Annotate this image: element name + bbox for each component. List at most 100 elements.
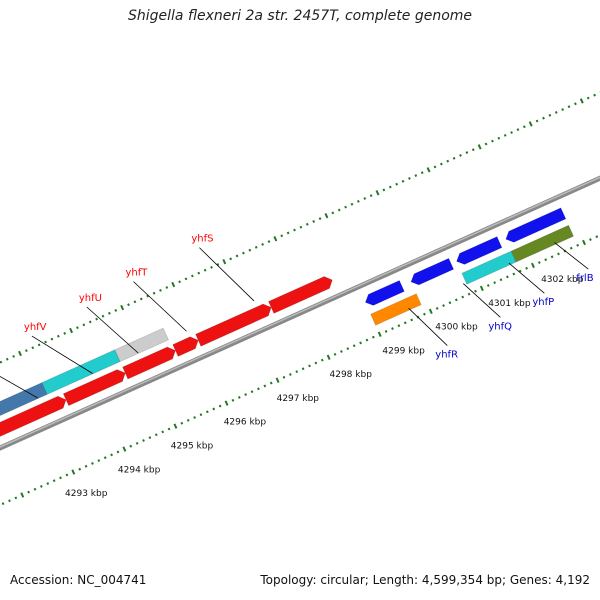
outer-tick [420,171,424,175]
gene-label-reverse: yhfP [532,297,554,308]
outer-tick [465,151,469,155]
outer-tick [159,288,162,292]
outer-tick [0,360,3,364]
outer-tick [273,236,278,242]
outer-tick [579,98,584,104]
outer-tick [101,314,105,318]
outer-tick [210,265,213,269]
gene-label-forward: yhfT [126,268,149,279]
inner-tick [301,367,305,371]
outer-tick [356,199,360,203]
inner-tick [333,352,337,356]
ruler-label: 4296 kbp [224,418,267,428]
genome-stats: Topology: circular; Length: 4,599,354 bp… [260,573,590,587]
inner-tick [231,398,235,402]
outer-tick [593,93,596,97]
ruler-label: 4301 kbp [488,299,531,309]
backbone-line [0,175,600,451]
inner-tick [206,410,209,414]
outer-tick [293,228,296,232]
outer-tick [554,111,558,114]
gene-leader-line [508,262,545,294]
inner-tick [589,238,592,241]
inner-tick [474,289,477,293]
map-title: Shigella flexneri 2a str. 2457T, complet… [127,8,473,24]
outer-tick [254,245,258,249]
cds-forward-4 [172,336,199,357]
outer-tick [452,156,456,160]
outer-tick [82,323,86,327]
inner-tick [428,308,433,315]
inner-tick [218,404,222,408]
outer-tick [318,217,322,221]
inner-tick [161,430,165,434]
accession-label: Accession: NC_004741 [10,573,147,587]
inner-tick [103,456,107,460]
outer-tick [510,131,513,134]
outer-tick [76,326,79,330]
cds-forward-6 [267,276,333,314]
outer-tick [50,337,54,341]
cds-reverse-4 [505,207,567,243]
outer-tick [120,304,125,311]
outer-tick [235,254,239,258]
outer-tick-ring [0,91,600,364]
outer-tick [471,148,475,152]
inner-tick [199,413,203,417]
outer-tick [433,165,437,169]
inner-tick [142,439,145,442]
ruler-label: 4299 kbp [382,346,425,356]
track-olive [510,224,575,263]
inner-tick [59,476,62,480]
outer-tick [350,202,354,206]
outer-tick [337,208,341,212]
gene-leader-line [86,306,139,354]
outer-tick [31,346,35,350]
inner-tick [506,275,509,279]
gene-leader-line [408,307,448,346]
outer-tick [484,142,488,146]
cds-reverse-2 [410,257,455,286]
outer-tick [535,119,539,123]
inner-tick [479,285,484,292]
inner-tick [84,464,88,468]
outer-tick [491,139,494,143]
outer-tick [63,331,67,335]
inner-tick [97,459,101,462]
outer-tick [18,350,22,357]
outer-tick [324,213,329,219]
inner-tick [499,278,503,282]
gene-leader-line [463,283,501,318]
outer-tick [108,311,111,315]
outer-tick [439,162,443,166]
inner-tick [359,341,362,345]
inner-tick [8,499,11,503]
outer-tick [561,108,565,111]
inner-tick [384,330,388,333]
outer-tick [574,102,577,106]
inner-tick [461,295,465,299]
outer-tick [280,234,284,238]
outer-tick [44,340,47,344]
outer-tick [152,291,156,295]
inner-tick [423,312,426,316]
inner-tick [435,307,439,310]
outer-tick [369,194,373,198]
gene-label-forward: yhfV [24,322,47,333]
inner-tick [537,261,541,264]
inner-tick [282,375,286,379]
inner-tick [52,479,56,483]
outer-tick [184,277,188,281]
outer-tick [401,179,405,183]
outer-tick [375,190,380,196]
outer-tick [446,159,450,163]
gene-label-forward: yhfU [79,293,102,304]
gene-leader-line [133,281,187,332]
outer-tick [222,258,227,265]
outer-tick [477,144,482,150]
inner-tick [14,496,18,500]
inner-tick [263,384,267,388]
inner-tick [212,407,216,411]
ruler-label: 4295 kbp [171,441,214,451]
